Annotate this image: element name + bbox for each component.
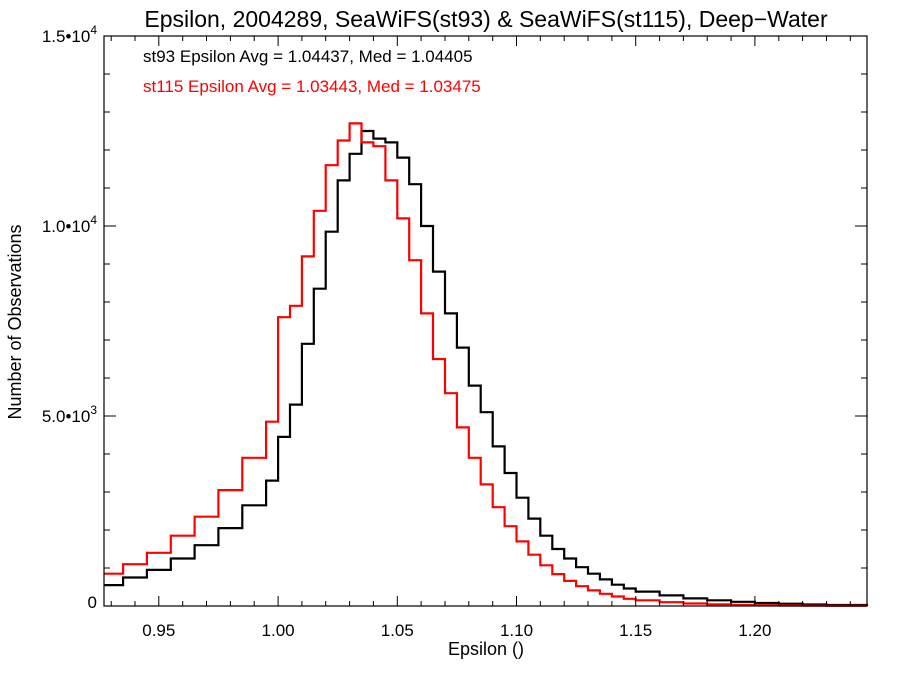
y-tick-label: 0 (88, 593, 97, 612)
annotation-st93: st93 Epsilon Avg = 1.04437, Med = 1.0440… (143, 47, 473, 66)
x-axis-label: Epsilon () (448, 639, 524, 659)
series-line-st115 (104, 122, 869, 607)
x-tick-label: 1.05 (381, 621, 414, 640)
x-tick-label: 1.20 (738, 621, 771, 640)
x-tick-label: 1.00 (262, 621, 295, 640)
x-axis: 0.95 1.00 1.05 1.10 1.15 1.20 (110, 36, 851, 640)
y-tick-label: 1.0•104 (42, 213, 98, 236)
x-tick-label: 1.15 (619, 621, 652, 640)
annotation-st115: st115 Epsilon Avg = 1.03443, Med = 1.034… (143, 77, 481, 96)
x-tick-label: 1.10 (500, 621, 533, 640)
y-tick-label: 1.5•104 (42, 23, 98, 46)
x-tick-label: 0.95 (142, 621, 175, 640)
y-axis: 0 5.0•103 1.0•104 1.5•104 (42, 23, 867, 612)
series-line-st93 (104, 129, 869, 607)
series-layer (104, 122, 869, 607)
y-tick-label: 5.0•103 (42, 403, 98, 426)
y-axis-label: Number of Observations (5, 224, 25, 419)
plot-frame (103, 35, 868, 607)
chart-title: Epsilon, 2004289, SeaWiFS(st93) & SeaWiF… (144, 6, 828, 32)
